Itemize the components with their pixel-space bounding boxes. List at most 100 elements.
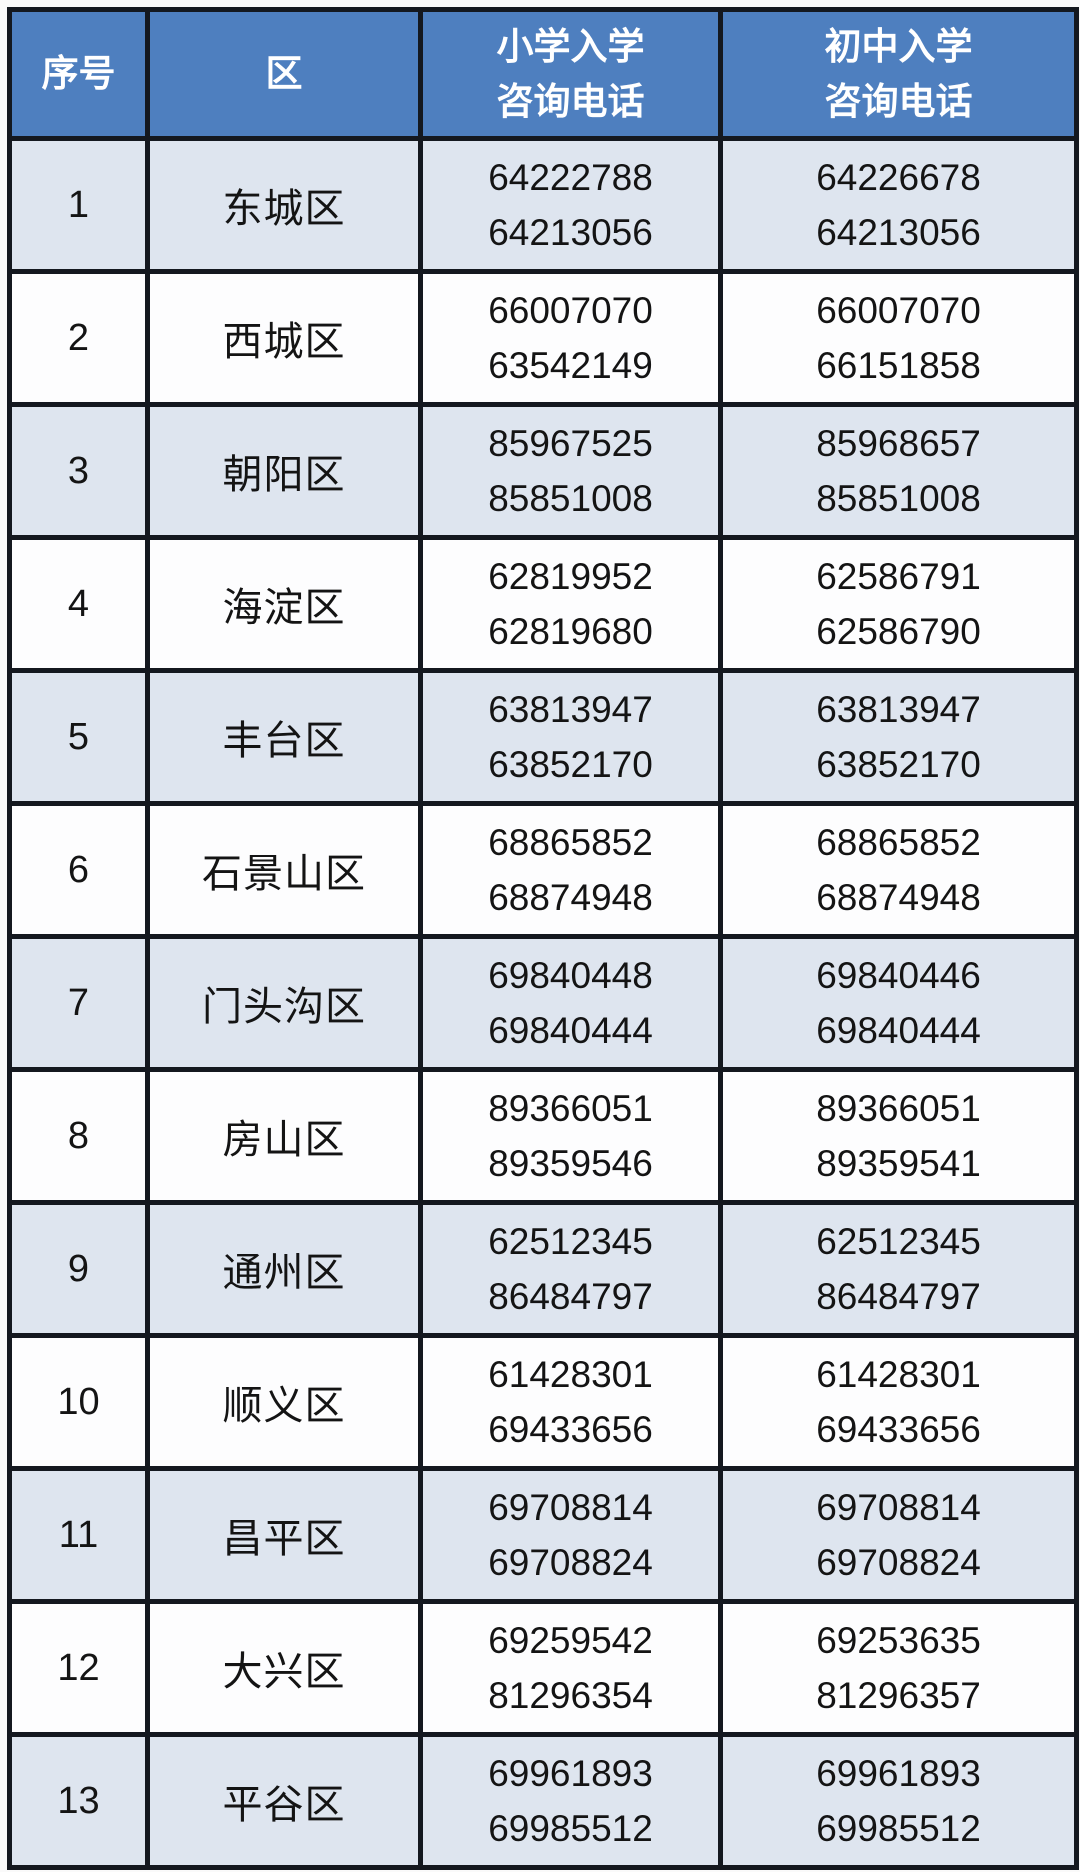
phone-number: 64213056	[816, 212, 981, 253]
primary-phone-cell: 69708814 69708824	[418, 1466, 723, 1604]
phone-number: 62512345	[488, 1220, 653, 1262]
district-cell: 通州区	[145, 1200, 423, 1338]
phone-number: 62586791	[816, 555, 981, 597]
phone-number: 69840444	[488, 1010, 653, 1051]
table-body: 1 东城区 64222788 64213056 64226678 6421305…	[7, 136, 1079, 1870]
phone-number: 85851008	[816, 478, 981, 519]
primary-phone-cell: 63813947 63852170	[418, 668, 723, 806]
table-row: 12 大兴区 69259542 81296354 69253635 812963…	[7, 1599, 1079, 1737]
middle-phone-cell: 69961893 69985512	[718, 1732, 1079, 1870]
row-index-cell: 4	[7, 535, 150, 673]
phone-number: 64213056	[488, 212, 653, 253]
row-index-cell: 5	[7, 668, 150, 806]
district-cell: 丰台区	[145, 668, 423, 806]
phone-number: 69985512	[816, 1808, 981, 1849]
phone-number: 89359546	[488, 1143, 653, 1184]
phone-number: 66007070	[488, 289, 653, 331]
row-index-cell: 2	[7, 269, 150, 407]
phone-number: 69708814	[816, 1486, 981, 1528]
phone-number: 66007070	[816, 289, 981, 331]
phone-number: 69433656	[816, 1409, 981, 1450]
row-index-cell: 6	[7, 801, 150, 939]
header-middle-line2: 咨询电话	[824, 81, 973, 122]
phone-number: 62512345	[816, 1220, 981, 1262]
header-district: 区	[145, 7, 423, 141]
table-row: 7 门头沟区 69840448 69840444 69840446 698404…	[7, 934, 1079, 1072]
phone-number: 89366051	[488, 1087, 653, 1129]
district-cell: 大兴区	[145, 1599, 423, 1737]
primary-phone-cell: 64222788 64213056	[418, 136, 723, 274]
phone-number: 69961893	[488, 1752, 653, 1794]
phone-number: 63852170	[488, 744, 653, 785]
phone-number: 68865852	[816, 821, 981, 863]
primary-phone-cell: 62512345 86484797	[418, 1200, 723, 1338]
phone-number: 63813947	[488, 688, 653, 730]
district-cell: 朝阳区	[145, 402, 423, 540]
table-row: 8 房山区 89366051 89359546 89366051 8935954…	[7, 1067, 1079, 1205]
row-index-cell: 10	[7, 1333, 150, 1471]
middle-phone-cell: 69708814 69708824	[718, 1466, 1079, 1604]
table-row: 1 东城区 64222788 64213056 64226678 6421305…	[7, 136, 1079, 274]
phone-number: 69961893	[816, 1752, 981, 1794]
table-row: 13 平谷区 69961893 69985512 69961893 699855…	[7, 1732, 1079, 1870]
phone-number: 69708824	[488, 1542, 653, 1583]
table-row: 3 朝阳区 85967525 85851008 85968657 8585100…	[7, 402, 1079, 540]
phone-number: 64226678	[816, 156, 981, 198]
middle-phone-cell: 66007070 66151858	[718, 269, 1079, 407]
header-primary-line1: 小学入学	[496, 25, 645, 67]
primary-phone-cell: 66007070 63542149	[418, 269, 723, 407]
phone-number: 62819680	[488, 611, 653, 652]
phone-number: 86484797	[488, 1276, 653, 1317]
row-index-cell: 9	[7, 1200, 150, 1338]
phone-number: 69259542	[488, 1619, 653, 1661]
district-cell: 顺义区	[145, 1333, 423, 1471]
enrollment-phone-table: 序号 区 小学入学 咨询电话 初中入学 咨询电话 1 东城区 64222788 …	[7, 7, 1079, 1870]
row-index-cell: 11	[7, 1466, 150, 1604]
phone-number: 62819952	[488, 555, 653, 597]
primary-phone-cell: 68865852 68874948	[418, 801, 723, 939]
phone-number: 66151858	[816, 345, 981, 386]
table-row: 10 顺义区 61428301 69433656 61428301 694336…	[7, 1333, 1079, 1471]
table-row: 6 石景山区 68865852 68874948 68865852 688749…	[7, 801, 1079, 939]
middle-phone-cell: 69253635 81296357	[718, 1599, 1079, 1737]
phone-number: 85851008	[488, 478, 653, 519]
row-index-cell: 3	[7, 402, 150, 540]
row-index-cell: 7	[7, 934, 150, 1072]
table-header: 序号 区 小学入学 咨询电话 初中入学 咨询电话	[7, 7, 1079, 141]
district-cell: 石景山区	[145, 801, 423, 939]
header-middle-phone: 初中入学 咨询电话	[718, 7, 1079, 141]
header-primary-phone: 小学入学 咨询电话	[418, 7, 723, 141]
primary-phone-cell: 89366051 89359546	[418, 1067, 723, 1205]
phone-number: 63852170	[816, 744, 981, 785]
middle-phone-cell: 64226678 64213056	[718, 136, 1079, 274]
row-index-cell: 12	[7, 1599, 150, 1737]
district-cell: 门头沟区	[145, 934, 423, 1072]
header-index: 序号	[7, 7, 150, 141]
phone-number: 69840446	[816, 954, 981, 996]
phone-number: 64222788	[488, 156, 653, 198]
phone-number: 69708824	[816, 1542, 981, 1583]
phone-number: 61428301	[488, 1353, 653, 1395]
middle-phone-cell: 69840446 69840444	[718, 934, 1079, 1072]
primary-phone-cell: 61428301 69433656	[418, 1333, 723, 1471]
table-row: 5 丰台区 63813947 63852170 63813947 6385217…	[7, 668, 1079, 806]
phone-number: 81296357	[816, 1675, 981, 1716]
primary-phone-cell: 69259542 81296354	[418, 1599, 723, 1737]
table-row: 11 昌平区 69708814 69708824 69708814 697088…	[7, 1466, 1079, 1604]
district-cell: 平谷区	[145, 1732, 423, 1870]
row-index-cell: 1	[7, 136, 150, 274]
header-primary-line2: 咨询电话	[496, 81, 645, 122]
phone-number: 68874948	[488, 877, 653, 918]
phone-number: 68865852	[488, 821, 653, 863]
phone-number: 63813947	[816, 688, 981, 730]
district-cell: 昌平区	[145, 1466, 423, 1604]
middle-phone-cell: 62512345 86484797	[718, 1200, 1079, 1338]
header-middle-line1: 初中入学	[824, 25, 973, 67]
middle-phone-cell: 62586791 62586790	[718, 535, 1079, 673]
district-cell: 西城区	[145, 269, 423, 407]
phone-number: 89359541	[816, 1143, 981, 1184]
phone-number: 69840444	[816, 1010, 981, 1051]
phone-number: 62586790	[816, 611, 981, 652]
phone-number: 68874948	[816, 877, 981, 918]
